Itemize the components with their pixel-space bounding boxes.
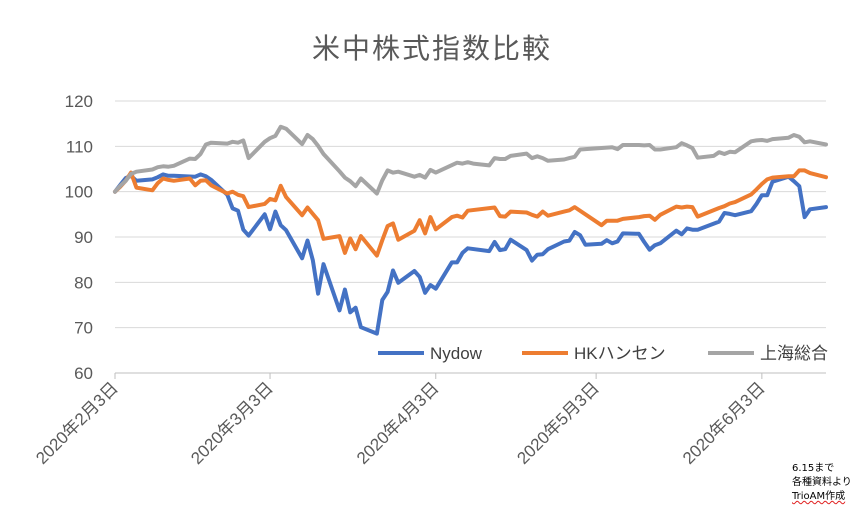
x-tick-label-4: 2020年6月3日 [679,378,769,468]
y-tick-label-70: 70 [74,319,93,338]
y-tick-label-90: 90 [74,228,93,247]
x-tick-label-2: 2020年4月3日 [353,378,443,468]
legend-label-0: Nydow [430,344,483,363]
series-lines [113,124,828,336]
source-note: 6.15まで 各種資料より TrioAM作成 [792,462,852,504]
x-axis: 2020年2月3日 2020年3月3日 2020年4月3日 2020年5月3日 2020… [32,372,826,468]
x-tick-label-1: 2020年3月3日 [187,378,277,468]
note-line-1: 6.15まで [792,463,835,474]
legend: Nydow HKハンセン 上海総合 [378,344,828,363]
legend-label-1: HKハンセン [574,344,666,363]
y-tick-label-80: 80 [74,273,93,292]
series-line-1 [113,168,828,258]
y-tick-label-120: 120 [65,92,93,111]
series-line-0 [113,172,828,336]
series-line-2 [113,124,828,196]
y-axis-ticks: 60 70 80 90 100 110 120 [65,92,93,383]
note-line-2: 各種資料より [792,477,852,488]
x-tick-label-0: 2020年2月3日 [32,378,122,468]
note-line-3: TrioAM作成 [792,491,846,502]
y-tick-label-110: 110 [66,137,93,156]
legend-label-2: 上海総合 [760,344,828,363]
y-tick-label-100: 100 [65,183,93,202]
chart-title: 米中株式指数比較 [312,33,552,64]
x-tick-label-3: 2020年5月3日 [513,378,603,468]
y-tick-label-60: 60 [74,364,93,383]
